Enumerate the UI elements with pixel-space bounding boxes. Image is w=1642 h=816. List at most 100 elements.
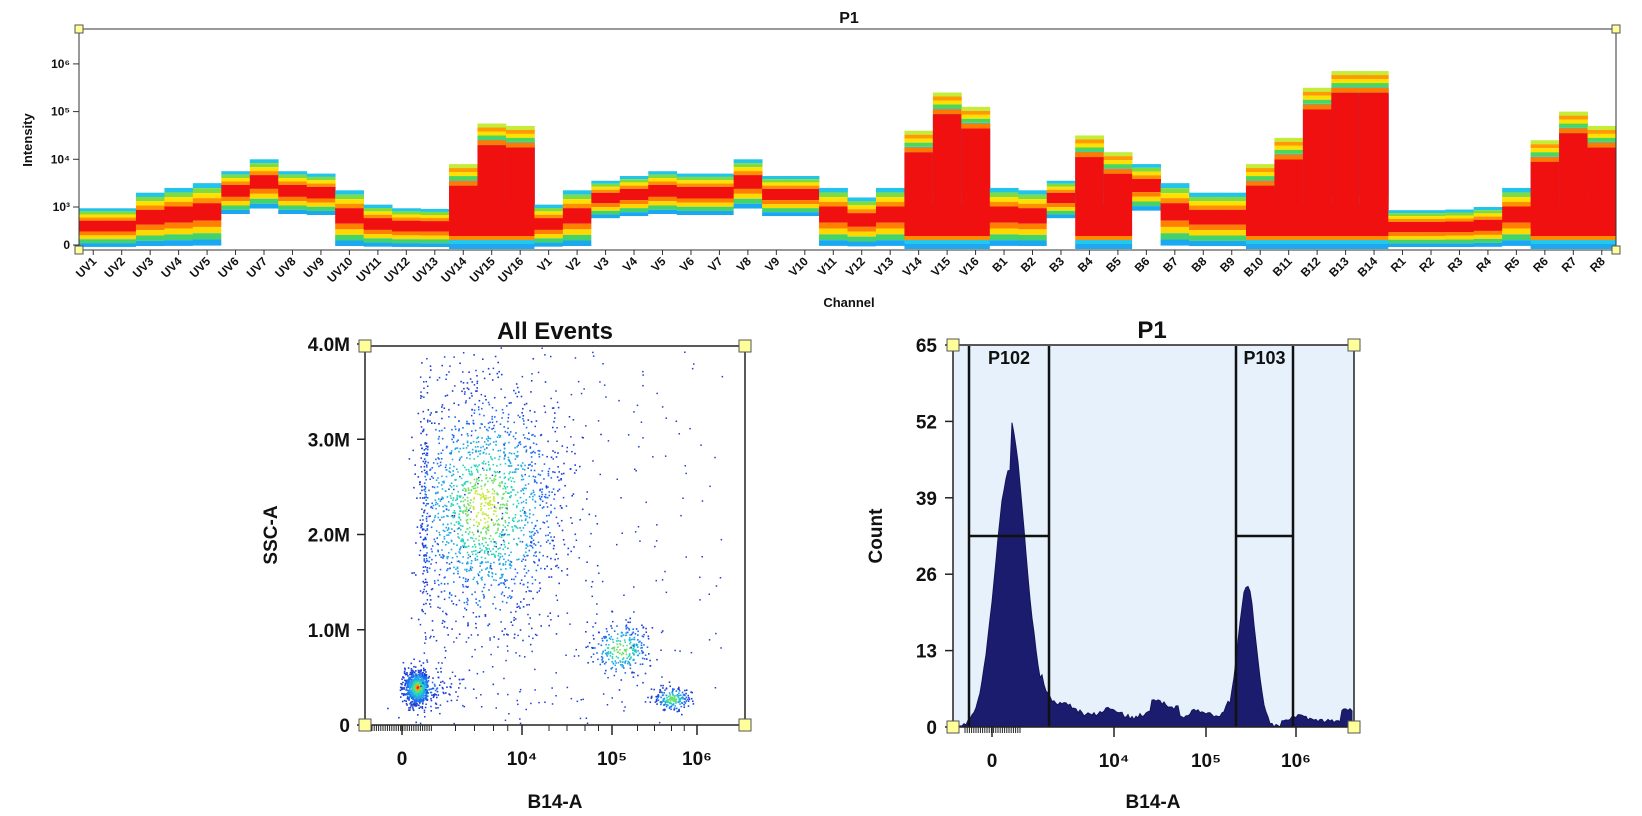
spectrum-cell [904, 152, 934, 237]
scatter-event [528, 549, 531, 552]
gate-handle[interactable] [1347, 338, 1361, 352]
scatter-event [469, 454, 471, 456]
gate-handle[interactable] [1611, 245, 1621, 255]
spectrum-cell [1302, 236, 1332, 240]
spectrum-cell [135, 246, 165, 249]
scatter-event [619, 664, 622, 666]
scatter-event [480, 556, 483, 559]
scatter-event [487, 574, 489, 576]
scatter-event [449, 591, 451, 594]
spectrum-x-tick-label: B4 [1075, 254, 1096, 275]
spectrum-cell [1502, 228, 1532, 235]
scatter-event [440, 458, 443, 460]
spectrum-cell [192, 245, 222, 249]
gate-handle[interactable] [738, 339, 752, 353]
spectrum-cell [1445, 212, 1475, 216]
scatter-event [605, 669, 607, 672]
scatter-event [423, 396, 425, 398]
gate-handle[interactable] [1347, 720, 1361, 734]
scatter-event [478, 543, 480, 545]
scatter-event [453, 402, 455, 405]
scatter-event [425, 433, 428, 436]
scatter-event [485, 561, 487, 564]
scatter-event [459, 447, 462, 450]
scatter-event [561, 445, 564, 447]
gate-handle[interactable] [946, 720, 960, 734]
scatter-event [604, 649, 606, 652]
gate-handle[interactable] [1611, 24, 1621, 34]
scatter-event [523, 487, 526, 489]
spectrum-cell [420, 221, 450, 232]
scatter-event [425, 496, 427, 498]
scatter-event [454, 512, 456, 515]
scatter-event [537, 541, 540, 544]
scatter-event [590, 586, 593, 588]
scatter-event [471, 551, 473, 553]
scatter-event [597, 420, 600, 422]
scatter-event [620, 653, 623, 656]
spectrum-cell [591, 218, 621, 249]
gate-handle[interactable] [74, 245, 84, 255]
scatter-event [423, 528, 425, 531]
scatter-event [547, 486, 549, 488]
scatter-event [518, 605, 520, 608]
scatter-event [550, 477, 553, 479]
spectrum-cell [1473, 213, 1503, 217]
spectrum-cell [1559, 119, 1588, 124]
scatter-event [408, 676, 410, 679]
scatter-event [509, 465, 511, 467]
scatter-event [457, 572, 459, 575]
scatter-event [430, 691, 433, 694]
spectrum-cell [249, 198, 279, 204]
gate-handle[interactable] [358, 339, 372, 353]
scatter-event [637, 650, 639, 652]
spectrum-cell [733, 193, 763, 199]
scatter-event [590, 532, 592, 535]
scatter-event [587, 662, 589, 664]
scatter-event [404, 679, 406, 682]
spectrum-x-tick-label: UV4 [158, 254, 185, 281]
scatter-x-axis-label: B14-A [528, 792, 583, 813]
scatter-event [473, 498, 475, 500]
scatter-event [407, 709, 410, 711]
gate-handle[interactable] [358, 718, 372, 732]
scatter-event [489, 467, 491, 470]
scatter-event [662, 687, 664, 689]
scatter-event [435, 667, 438, 670]
spectrum-cell [790, 188, 820, 201]
scatter-event [435, 492, 437, 495]
scatter-event [639, 540, 641, 542]
gate-handle[interactable] [946, 338, 960, 352]
spectrum-cell [1559, 111, 1588, 116]
scatter-event [461, 678, 463, 681]
scatter-event [494, 573, 497, 575]
scatter-event [419, 684, 422, 687]
scatter-event [481, 549, 483, 551]
spectrum-cell [135, 224, 165, 231]
gate-handle[interactable] [738, 718, 752, 732]
scatter-event [473, 384, 476, 386]
scatter-event [434, 499, 437, 501]
scatter-event [510, 621, 512, 623]
spectrum-x-tick-label: UV11 [353, 254, 384, 285]
scatter-event [453, 581, 455, 583]
scatter-event [517, 444, 519, 447]
scatter-event [509, 476, 512, 479]
scatter-event [474, 490, 477, 493]
scatter-event [427, 502, 430, 505]
scatter-event [504, 719, 507, 722]
scatter-event [633, 411, 635, 413]
scatter-event [624, 648, 626, 651]
spectrum-cell [335, 199, 365, 204]
scatter-event [401, 686, 403, 689]
gate-handle[interactable] [74, 24, 84, 34]
spectrum-cell [1359, 236, 1389, 240]
scatter-event [585, 425, 587, 427]
scatter-event [641, 646, 643, 649]
scatter-event [464, 401, 467, 404]
spectrum-cell [278, 196, 308, 202]
scatter-event [473, 412, 476, 414]
spectrum-cell [932, 92, 962, 97]
scatter-event [508, 472, 510, 475]
scatter-event [492, 553, 495, 555]
